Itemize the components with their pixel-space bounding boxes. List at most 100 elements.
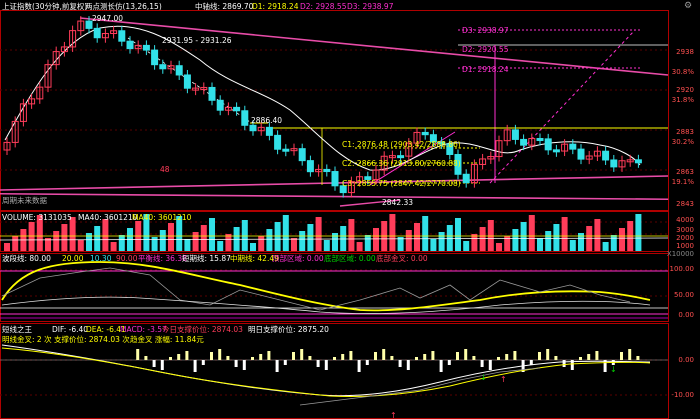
candle-body	[200, 86, 208, 90]
candle-body	[175, 65, 183, 76]
volume-bar	[86, 233, 92, 251]
main-header-d3: D3: 2938.97	[347, 2, 394, 11]
volume-bar	[217, 241, 224, 251]
macd-bar	[152, 360, 156, 367]
macd-bar	[144, 356, 148, 360]
candle-body	[356, 176, 364, 183]
volume-title: VOLUME: 3131035	[2, 213, 72, 222]
candle-body	[167, 65, 175, 70]
macd-bar	[300, 349, 304, 360]
volume-bar	[537, 238, 543, 251]
candle-body	[429, 134, 437, 143]
volume-bar	[274, 222, 281, 251]
macd-tomorrow: 明日支撑价位: 2875.20	[248, 325, 329, 334]
candle-body	[446, 143, 454, 155]
candle-body	[577, 148, 585, 160]
macd-macd: MACD: -3.57	[120, 325, 167, 334]
volume-bar	[438, 232, 445, 251]
volume-bar	[405, 230, 412, 251]
high-label: 2947.00	[92, 14, 124, 23]
macd-bar	[497, 357, 500, 360]
candle-body	[216, 99, 224, 111]
macd-bar	[579, 357, 582, 360]
volume-bar	[504, 236, 511, 251]
volume-bar	[266, 229, 273, 251]
candle-body	[544, 138, 552, 151]
candle-body	[101, 33, 109, 39]
candle-body	[69, 30, 77, 48]
volume-bar	[364, 235, 371, 251]
c1-label: C1: 2876.48 (2903.42/2888.86)	[342, 140, 461, 149]
kdj-v6: 中期线: 42.49	[230, 254, 279, 263]
candle-body	[93, 27, 101, 39]
macd-bar	[324, 360, 328, 370]
macd-bar	[185, 351, 189, 360]
volume-bar	[471, 234, 478, 251]
candle-body	[364, 176, 372, 180]
down-arrow-icon: ↓	[480, 373, 487, 382]
macd-bar	[341, 354, 345, 360]
volume-bar	[610, 235, 617, 251]
volume-bar	[168, 223, 174, 251]
macd-bar	[620, 352, 623, 360]
volume-bar	[77, 240, 84, 251]
volume-bar	[143, 214, 150, 251]
macd-bar	[423, 354, 427, 360]
macd-bar	[488, 360, 492, 370]
settings-icon[interactable]: ⚙	[684, 1, 693, 11]
candle-body	[11, 120, 19, 143]
volume-bar	[528, 215, 535, 251]
volume-bar	[69, 217, 76, 251]
volume-bar	[94, 226, 101, 251]
volume-bar	[258, 236, 265, 251]
candle-body	[347, 181, 355, 194]
candle-body	[85, 20, 93, 29]
macd-bar	[333, 357, 336, 360]
volume-bar	[561, 217, 568, 251]
candle-body	[19, 103, 27, 122]
macd-bar	[546, 349, 550, 360]
candle-body	[208, 86, 216, 101]
volume-bar	[282, 215, 289, 251]
macd-bar	[456, 352, 459, 360]
candle-body	[183, 74, 191, 89]
macd-bar	[529, 360, 533, 365]
macd-bar	[447, 360, 451, 365]
candle-body	[593, 150, 601, 157]
macd-bar	[431, 351, 435, 360]
macd-bar	[554, 356, 558, 360]
candle-body	[151, 49, 159, 66]
candle-body	[233, 106, 241, 112]
macd-today: 今日支撑价位: 2874.03	[162, 325, 243, 334]
candle-body	[479, 158, 487, 165]
volume-bar	[455, 218, 461, 251]
range-label: 2931.95 - 2931.26	[162, 36, 232, 45]
volume-bar	[118, 235, 125, 251]
candle-body	[315, 168, 323, 173]
macd-bar	[480, 360, 484, 367]
kdj-title: 波段线: 80.00	[2, 254, 51, 263]
kdj-v3: 90.00	[116, 254, 138, 263]
candle-body	[257, 126, 265, 132]
c2-label: C2: 2866.36 (2913.80/2760.88)	[342, 159, 461, 168]
macd-bar	[390, 356, 394, 360]
d2-label: D2: 2920.55	[462, 45, 509, 54]
volume-bar	[241, 220, 248, 251]
volume-bar	[602, 242, 609, 251]
volume-bar	[356, 242, 363, 251]
candle-body	[274, 134, 282, 150]
volume-bar	[61, 224, 68, 251]
macd-bar	[587, 354, 591, 360]
volume-ma2: MA40: 3601210	[132, 213, 192, 222]
candle-body	[372, 169, 380, 180]
macd-bar	[357, 360, 361, 372]
main-header-indicator: 两点测长仿(13,26,15)	[85, 2, 162, 11]
up-arrow-icon: ↑	[500, 375, 507, 384]
macd-title: 短线之王	[2, 325, 32, 334]
macd-bar	[464, 349, 468, 360]
count-label: 48	[160, 165, 170, 174]
macd-bar	[292, 352, 295, 360]
candle-body	[323, 168, 331, 173]
candle-body	[249, 124, 257, 132]
